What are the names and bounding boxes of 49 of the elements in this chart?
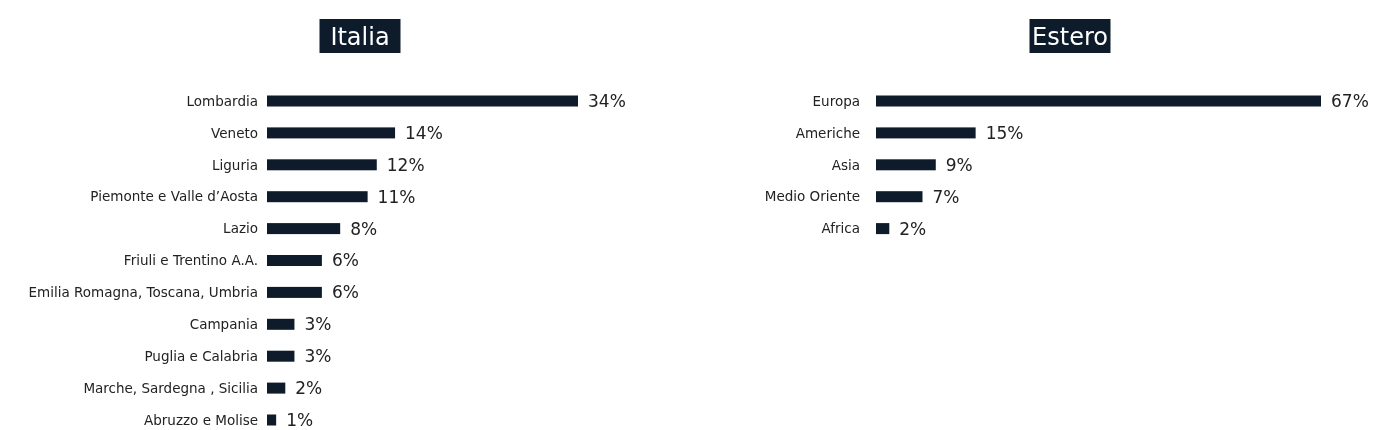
data-label: 7%: [932, 186, 960, 207]
data-label: 6%: [331, 282, 359, 303]
data-label: 3%: [304, 314, 332, 335]
data-label: 1%: [286, 409, 314, 430]
bar: [267, 223, 341, 235]
data-label: 34%: [588, 90, 626, 111]
bar: [267, 255, 322, 266]
bar: [267, 95, 578, 107]
y-tick-label: Americhe: [795, 124, 860, 141]
bar: [876, 95, 1321, 107]
bar: [267, 127, 396, 139]
bar: [876, 127, 976, 139]
y-tick-label: Puglia e Calabria: [144, 347, 258, 364]
data-label: 11%: [377, 186, 416, 207]
data-label: 67%: [1331, 90, 1369, 111]
y-tick-label: Campania: [189, 316, 258, 333]
y-tick-label: Liguria: [212, 156, 258, 173]
bar: [267, 159, 377, 171]
data-label: 6%: [331, 250, 359, 271]
y-tick-label: Abruzzo e Molise: [144, 411, 258, 428]
data-label: 12%: [386, 154, 425, 175]
data-label: 2%: [295, 378, 323, 399]
y-tick-label: Europa: [812, 92, 860, 109]
y-tick-label: Medio Oriente: [764, 188, 860, 205]
y-tick-label: Lombardia: [186, 92, 258, 109]
data-label: 2%: [899, 218, 927, 239]
chart-title: Italia: [330, 22, 390, 51]
data-label: 3%: [304, 346, 332, 367]
data-label: 9%: [945, 154, 973, 175]
y-tick-label: Lazio: [223, 220, 258, 237]
y-tick-label: Asia: [831, 156, 860, 173]
bar: [267, 286, 322, 298]
y-tick-label: Piemonte e Valle d’Aosta: [90, 188, 258, 205]
bar: [267, 350, 295, 362]
data-label: 15%: [985, 122, 1024, 143]
bar: [267, 318, 295, 330]
y-tick-label: Africa: [821, 220, 860, 237]
y-tick-label: Marche, Sardegna , Sicilia: [83, 379, 258, 396]
bar: [876, 159, 936, 171]
bar: [267, 382, 286, 394]
y-tick-label: Friuli e Trentino A.A.: [123, 252, 258, 269]
bar: [876, 191, 923, 203]
bar: [876, 223, 890, 235]
bar: [267, 414, 277, 426]
data-label: 14%: [405, 122, 443, 143]
bar: [267, 191, 368, 203]
data-label: 8%: [350, 218, 378, 239]
y-tick-label: Emilia Romagna, Toscana, Umbria: [28, 284, 258, 301]
y-tick-label: Veneto: [211, 124, 258, 141]
